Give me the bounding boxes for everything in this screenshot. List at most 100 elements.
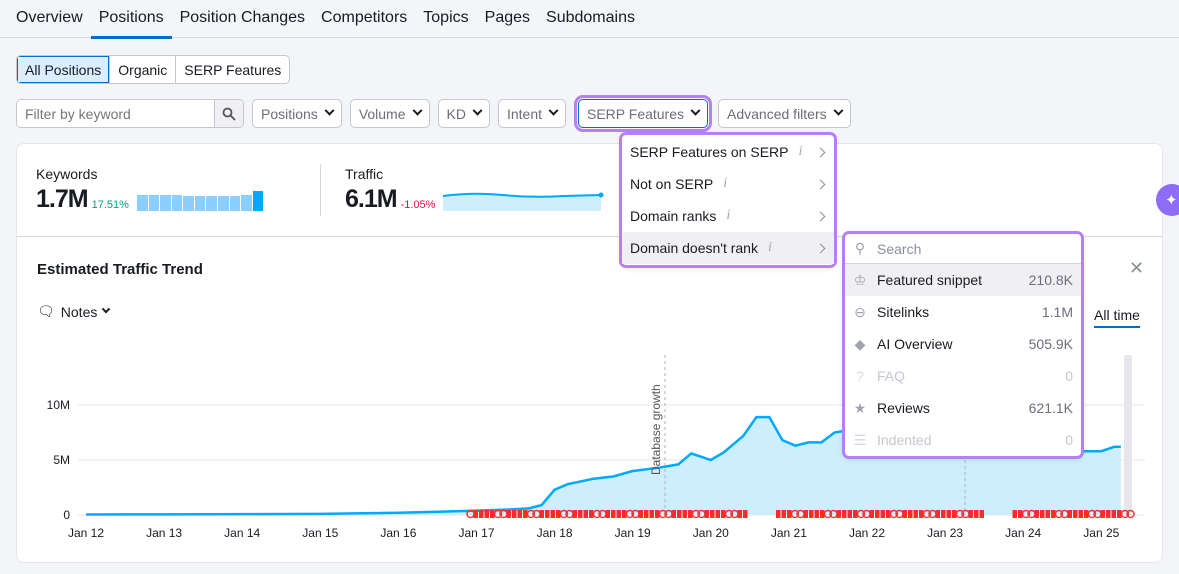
menu-item-serp-features-on-serp[interactable]: SERP Features on SERP i [622,136,834,168]
chevron-right-icon [815,179,826,189]
submenu-item-label: Featured snippet [877,272,983,288]
flag-marker [1012,510,1017,518]
flag-marker [550,510,555,518]
flag-marker [479,510,484,518]
advanced-filters-dropdown[interactable]: Advanced filters [718,99,851,128]
flag-marker [677,510,682,518]
chart-title: Estimated Traffic Trend [37,261,203,278]
tab-competitors[interactable]: Competitors [321,9,408,26]
chevron-right-icon [815,147,826,157]
submenu-item-ai-overview[interactable]: ◆ AI Overview 505.9K [845,328,1081,360]
tab-subdomains[interactable]: Subdomains [546,9,635,26]
flag-marker [484,510,489,518]
flag-marker [941,510,946,518]
flag-marker [583,510,588,518]
dropdown-label: Advanced filters [727,105,827,122]
crown-icon: ♔ [853,271,867,288]
notes-dropdown[interactable]: 🗨 Notes [37,303,111,320]
flag-marker [616,510,621,518]
google-marker [856,509,866,519]
flag-marker [589,510,594,518]
submenu-search-input[interactable]: Search [877,240,922,257]
google-marker [691,509,701,519]
intent-dropdown[interactable]: Intent [497,99,566,128]
all-positions-button[interactable]: All Positions [17,56,111,83]
ai-assistant-button[interactable]: ✦ [1156,184,1179,216]
flag-marker [512,510,517,518]
google-marker [922,509,932,519]
serp-features-dropdown[interactable]: SERP Features [573,95,713,132]
flag-marker [743,510,748,518]
positions-dropdown[interactable]: Positions [252,99,342,128]
keyword-bar [252,191,264,211]
keywords-metric[interactable]: Keywords 1.7M 17.51% [36,166,264,214]
keyword-bar [160,195,171,211]
tab-topics[interactable]: Topics [423,9,469,26]
submenu-item-count: 1.1M [1041,304,1073,320]
tab-overview[interactable]: Overview [16,9,83,26]
flag-marker [473,510,478,518]
y-tick-label: 10M [47,398,70,412]
close-icon[interactable]: ✕ [1129,258,1145,278]
chevron-right-icon [815,243,826,253]
question-icon: ? [856,368,864,384]
serp-features-segment-button[interactable]: SERP Features [184,62,282,78]
flag-marker [622,510,627,518]
google-marker [592,509,602,519]
flag-marker [836,510,841,518]
volume-dropdown[interactable]: Volume [349,99,430,128]
keyword-bar [218,196,229,211]
search-button[interactable] [214,100,243,127]
indented-icon: ☰ [853,431,867,448]
flag-marker [1073,510,1078,518]
flag-marker [710,510,715,518]
flag-marker [968,510,973,518]
flag-marker [605,510,610,518]
flag-marker [776,510,781,518]
menu-item-label: Domain doesn't rank [630,240,758,256]
flag-marker [814,510,819,518]
menu-item-domain-doesnt-rank[interactable]: Domain doesn't rank i [622,232,834,264]
organic-button[interactable]: Organic [110,56,177,83]
search-icon: ⚲ [854,240,866,256]
flag-marker [919,510,924,518]
flag-marker [655,510,660,518]
annotation-label: Database growth [649,384,663,475]
dropdown-label: SERP Features [587,105,685,122]
x-tick-label: Jan 14 [224,526,260,540]
submenu-item-featured-snippet[interactable]: ♔ Featured snippet 210.8K [845,264,1081,296]
flag-marker [902,510,907,518]
tab-positions[interactable]: Positions [90,0,172,39]
flag-marker [704,510,709,518]
flag-marker [952,510,957,518]
info-icon: i [723,176,728,191]
ai-diamond-icon: ◆ [854,335,866,352]
keyword-bar [194,196,206,211]
keyword-bar [148,195,160,211]
submenu-item-sitelinks[interactable]: ⊖ Sitelinks 1.1M [845,296,1081,328]
flag-marker [671,510,676,518]
menu-item-not-on-serp[interactable]: Not on SERP i [622,168,834,200]
keyword-filter-input[interactable] [17,100,214,127]
flag-marker [847,510,852,518]
google-marker [658,509,668,519]
tab-pages[interactable]: Pages [484,9,531,26]
google-marker [526,509,536,519]
flag-marker [572,510,577,518]
position-type-toggle: All Positions Organic SERP Features [16,55,291,84]
menu-item-domain-ranks[interactable]: Domain ranks i [622,200,834,232]
sparkle-icon: ✦ [1165,192,1178,209]
flag-marker [688,510,693,518]
flag-marker [1018,510,1023,518]
submenu-item-reviews[interactable]: ★ Reviews 621.1K [845,392,1081,424]
tab-position-changes[interactable]: Position Changes [179,9,306,26]
flag-marker [1045,510,1050,518]
traffic-metric[interactable]: Traffic 6.1M -1.05% [345,166,605,214]
submenu-item-count: 0 [1065,368,1073,384]
flag-marker [638,510,643,518]
google-marker [1120,509,1130,519]
section-divider [17,236,1162,237]
kd-dropdown[interactable]: KD [437,99,490,128]
submenu-search[interactable]: ⚲ Search [845,234,1081,264]
all-time-range-button[interactable]: All time [1094,307,1140,328]
